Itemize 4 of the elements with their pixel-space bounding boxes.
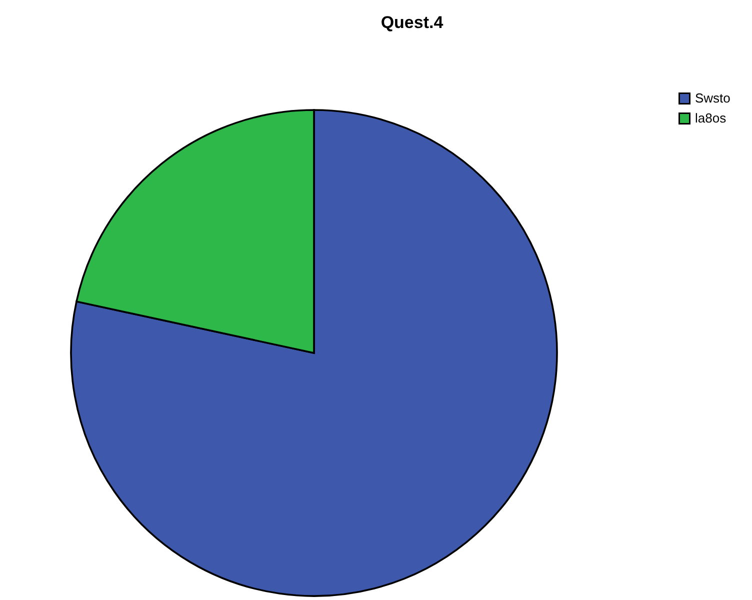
chart-title: Quest.4 — [380, 13, 444, 32]
pie-slice — [70, 109, 558, 597]
legend-label: la8os — [695, 110, 727, 126]
legend-label: Swsto — [695, 90, 730, 106]
